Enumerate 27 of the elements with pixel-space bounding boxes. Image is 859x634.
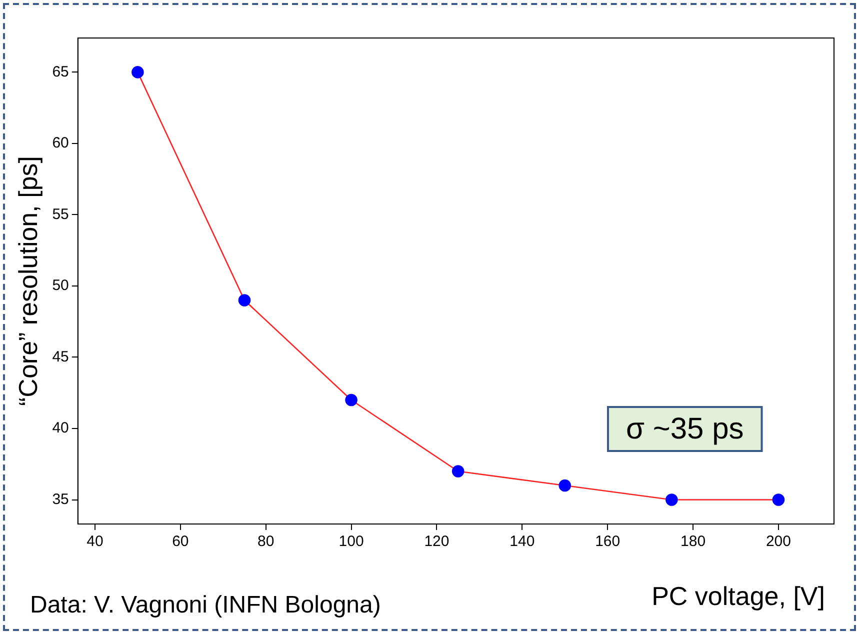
text: Data: V. Vagnoni (INFN Bologna) <box>30 592 381 619</box>
x-tick-label: 180 <box>680 533 706 550</box>
x-tick-label: 140 <box>510 533 535 550</box>
x-tick-label: 160 <box>595 533 620 550</box>
point <box>558 479 572 492</box>
point <box>132 66 144 78</box>
x-tick-label: 40 <box>86 533 104 550</box>
y-tick-label: 55 <box>52 206 69 223</box>
point <box>345 394 358 406</box>
point <box>238 294 251 306</box>
x-tick-label: 80 <box>258 533 274 550</box>
annotation: σ ~35 ps <box>626 412 744 446</box>
y-tick-label: 40 <box>52 420 69 437</box>
y-tick-label: 50 <box>52 277 69 294</box>
y-tick-label: 35 <box>52 490 69 508</box>
point <box>666 494 678 506</box>
point <box>452 465 464 478</box>
x-tick-label: 200 <box>766 533 791 550</box>
x-tick-label: 120 <box>424 533 450 550</box>
x-axis-title: PC voltage, [V] <box>652 581 825 612</box>
y-tick-label: 60 <box>52 134 69 152</box>
y-tick-label: 45 <box>52 348 69 366</box>
y-axis-title: “Core” resolution, [ps] <box>12 156 43 406</box>
point <box>772 494 785 506</box>
x-tick-label: 60 <box>172 533 189 550</box>
y-tick-label: 65 <box>52 63 69 80</box>
x-tick-label: 100 <box>338 533 364 550</box>
